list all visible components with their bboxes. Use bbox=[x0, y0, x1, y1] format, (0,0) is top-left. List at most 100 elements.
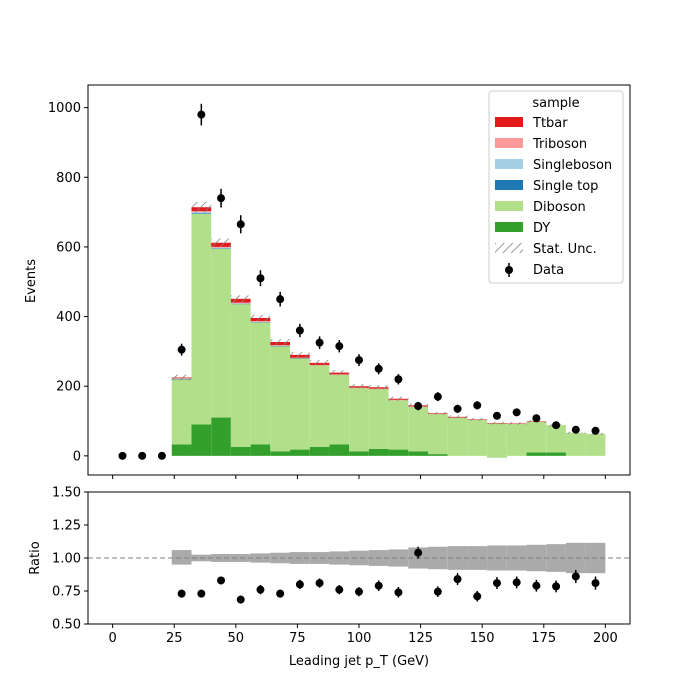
bar-triboson-7 bbox=[250, 321, 271, 322]
bar-diboson-19 bbox=[487, 423, 507, 458]
bar-singleboson-4 bbox=[191, 212, 212, 214]
legend-label-data: Data bbox=[533, 263, 564, 278]
x-tick-label-125: 125 bbox=[408, 631, 433, 646]
ratio-point-2 bbox=[217, 576, 226, 585]
data-point-18 bbox=[473, 401, 482, 410]
legend-swatch-diboson bbox=[495, 201, 523, 211]
legend-swatch-ttbar bbox=[495, 117, 523, 127]
ratio-y-tick-label-0.75: 0.75 bbox=[52, 585, 81, 600]
stat-unc-13 bbox=[368, 385, 389, 390]
bar-dy-16 bbox=[427, 454, 448, 456]
x-tick-label-50: 50 bbox=[228, 631, 245, 646]
bar-dy-6 bbox=[230, 446, 251, 456]
data-point-3 bbox=[177, 345, 186, 354]
stat-unc-16 bbox=[427, 411, 448, 415]
ratio-y-tick-label-0.50: 0.50 bbox=[52, 618, 81, 633]
data-point-0 bbox=[118, 451, 127, 460]
stat-unc-9 bbox=[290, 352, 310, 358]
bar-single-top-5 bbox=[211, 248, 231, 249]
legend-swatch-triboson bbox=[495, 138, 523, 148]
stat-unc-19 bbox=[487, 421, 507, 425]
main-y-ticks: 0 200 400 600 800 1000 bbox=[48, 101, 88, 464]
data-point-24 bbox=[591, 426, 600, 435]
bar-diboson-4 bbox=[191, 213, 212, 425]
legend-label-singleboson: Singleboson bbox=[533, 158, 612, 173]
data-point-10 bbox=[315, 338, 324, 347]
bar-triboson-6 bbox=[230, 302, 251, 304]
bar-dy-22 bbox=[546, 452, 566, 456]
ratio-point-14 bbox=[453, 575, 462, 584]
data-point-9 bbox=[295, 326, 304, 335]
ratio-point-21 bbox=[591, 579, 600, 588]
x-tick-label-175: 175 bbox=[531, 631, 556, 646]
main-y-tick-label-0: 0 bbox=[73, 449, 81, 464]
stat-unc-7 bbox=[250, 314, 271, 322]
main-x-ticks bbox=[112, 475, 606, 479]
bar-diboson-16 bbox=[427, 414, 448, 455]
ratio-point-1 bbox=[197, 589, 206, 598]
bar-diboson-14 bbox=[388, 400, 409, 450]
stat-unc-5 bbox=[211, 238, 231, 247]
data-point-14 bbox=[394, 375, 403, 384]
ratio-point-6 bbox=[295, 580, 304, 589]
data-point-6 bbox=[236, 220, 245, 229]
x-tick-label-75: 75 bbox=[289, 631, 306, 646]
x-tick-label-150: 150 bbox=[470, 631, 495, 646]
ratio-band-bin-12 bbox=[349, 550, 369, 566]
main-plot-panel: 0 200 400 600 800 1000 Events sample Ttbar Tr… bbox=[24, 84, 631, 479]
ratio-point-13 bbox=[433, 587, 442, 596]
bar-singleboson-5 bbox=[211, 247, 231, 249]
data-point-21 bbox=[532, 414, 541, 423]
ratio-band-bin-5 bbox=[211, 554, 231, 562]
stat-unc-3 bbox=[171, 374, 192, 381]
data-point-8 bbox=[276, 295, 285, 304]
ratio-points bbox=[177, 546, 600, 604]
legend-label-stat-unc: Stat. Unc. bbox=[533, 242, 597, 257]
ratio-band-bin-23 bbox=[565, 542, 586, 574]
data-point-5 bbox=[217, 194, 226, 203]
bar-diboson-13 bbox=[368, 388, 389, 449]
ratio-band-bin-14 bbox=[388, 549, 409, 567]
data-point-4 bbox=[197, 110, 206, 119]
ratio-point-8 bbox=[335, 585, 344, 594]
ratio-point-20 bbox=[571, 572, 580, 581]
data-point-11 bbox=[335, 342, 344, 351]
legend: sample Ttbar Triboson Singleboson Single… bbox=[488, 90, 624, 284]
data-point-2 bbox=[157, 451, 166, 460]
bar-single-top-4 bbox=[191, 213, 212, 214]
data-points bbox=[118, 103, 600, 460]
ratio-point-16 bbox=[492, 579, 501, 588]
bar-singleboson-7 bbox=[250, 321, 271, 323]
x-tick-label-200: 200 bbox=[593, 631, 618, 646]
legend-title: sample bbox=[532, 96, 579, 111]
data-point-1 bbox=[138, 451, 147, 460]
legend-label-triboson: Triboson bbox=[532, 137, 587, 152]
ratio-point-15 bbox=[473, 592, 482, 601]
stat-unc-20 bbox=[506, 422, 527, 425]
stat-unc-12 bbox=[349, 384, 369, 389]
ratio-point-7 bbox=[315, 579, 324, 588]
bar-diboson-5 bbox=[211, 248, 231, 418]
bar-triboson-8 bbox=[270, 345, 291, 346]
ratio-point-19 bbox=[552, 582, 561, 591]
bar-dy-12 bbox=[349, 451, 369, 456]
ratio-plot-panel: 0.50 0.75 1.00 1.25 1.50 0 25 50 75 100 125 150 175… bbox=[28, 486, 631, 669]
data-point-23 bbox=[571, 425, 580, 434]
stat-unc-8 bbox=[270, 339, 291, 345]
data-point-12 bbox=[355, 356, 363, 365]
bar-dy-13 bbox=[368, 448, 389, 456]
bar-single-top-8 bbox=[270, 345, 291, 347]
ratio-point-11 bbox=[394, 588, 403, 597]
bar-single-top-7 bbox=[250, 322, 271, 323]
stat-unc-17 bbox=[447, 415, 468, 419]
bar-diboson-20 bbox=[506, 423, 527, 456]
main-y-tick-label-1000: 1000 bbox=[48, 101, 81, 116]
bar-diboson-6 bbox=[230, 304, 251, 447]
bar-singleboson-6 bbox=[230, 303, 251, 304]
ratio-band-bin-3 bbox=[171, 550, 192, 565]
bar-single-top-9 bbox=[290, 358, 310, 359]
ratio-point-10 bbox=[374, 581, 383, 590]
stat-unc-11 bbox=[329, 370, 350, 376]
stat-unc-18 bbox=[467, 417, 488, 421]
